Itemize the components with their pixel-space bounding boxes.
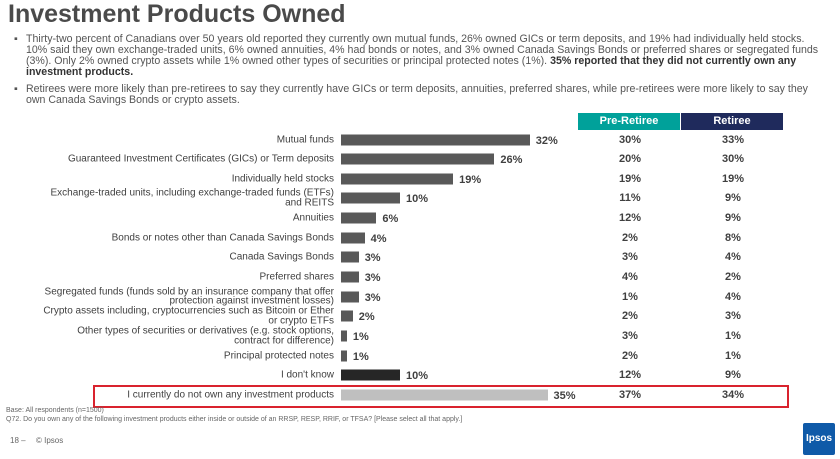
category-label: Annuities xyxy=(292,212,334,224)
logo: Ipsos xyxy=(803,423,835,455)
value-label: 4% xyxy=(370,232,387,245)
table-cell: 1% xyxy=(725,330,741,342)
bar xyxy=(341,192,400,204)
table-cell: 2% xyxy=(725,271,741,284)
highlight-box xyxy=(93,385,789,408)
value-label: 3% xyxy=(364,272,381,285)
table-header: Pre-Retiree xyxy=(578,113,680,130)
table-cell: 2% xyxy=(622,310,638,323)
value-label: 32% xyxy=(535,134,558,147)
table-cell: 30% xyxy=(618,133,642,146)
table-cell: 3% xyxy=(622,251,638,264)
table-cell: 1% xyxy=(725,349,741,362)
slide-title: Investment Products Owned xyxy=(8,0,346,28)
category-label: Bonds or notes other than Canada Savings… xyxy=(111,232,334,243)
table-cell: 9% xyxy=(725,212,741,225)
page-number: 18 – xyxy=(10,436,26,445)
bullet: Thirty-two percent of Canadians over 50 … xyxy=(14,34,824,78)
table-cell: 8% xyxy=(725,231,741,244)
table-cell: 3% xyxy=(725,310,741,323)
table-cell: 12% xyxy=(618,212,642,225)
base-note: Base: All respondents (n=1500) xyxy=(6,407,104,414)
table-cell: 4% xyxy=(622,271,638,284)
value-label: 3% xyxy=(364,252,381,265)
value-label: 35% xyxy=(553,390,576,403)
bullet-text: Thirty-two percent of Canadians over 50 … xyxy=(26,33,819,67)
bar xyxy=(341,310,353,322)
category-label: Segregated funds (funds sold by an insur… xyxy=(44,286,334,307)
table-cell: 9% xyxy=(725,192,741,205)
category-label: Canada Savings Bonds xyxy=(229,251,334,263)
table-cell: 37% xyxy=(618,389,642,402)
table-cell: 34% xyxy=(721,389,745,402)
value-label: 19% xyxy=(459,173,482,186)
bar xyxy=(341,232,365,244)
table-cell: 33% xyxy=(721,133,745,146)
bar xyxy=(341,291,359,303)
bullet-list: Thirty-two percent of Canadians over 50 … xyxy=(14,34,824,112)
value-label: 2% xyxy=(358,311,375,324)
category-label: I don't know xyxy=(280,369,334,381)
table-cell: 30% xyxy=(721,153,745,166)
value-label: 26% xyxy=(500,154,523,167)
category-label: Principal protected notes xyxy=(223,349,334,361)
bar xyxy=(341,350,347,362)
bar xyxy=(341,271,359,283)
table-cell: 19% xyxy=(721,172,745,185)
value-label: 1% xyxy=(352,331,369,343)
bar xyxy=(341,212,377,224)
table-cell: 4% xyxy=(725,251,741,264)
bullet-bold-text: 35% reported that they did not currently… xyxy=(26,55,797,78)
bar xyxy=(341,389,548,401)
table-header: Retiree xyxy=(681,113,783,130)
value-label: 6% xyxy=(382,213,399,226)
category-label: Crypto assets including, cryptocurrencie… xyxy=(43,305,334,327)
bar xyxy=(341,153,495,165)
category-label: Individually held stocks xyxy=(231,173,334,185)
question-note: Q72. Do you own any of the following inv… xyxy=(6,416,463,423)
category-label: Exchange-traded units, including exchang… xyxy=(50,187,335,209)
value-label: 3% xyxy=(364,291,381,304)
bar xyxy=(341,330,347,342)
bar xyxy=(341,369,400,381)
table-cell: 2% xyxy=(622,349,638,362)
bullet: Retirees were more likely than pre-retir… xyxy=(14,84,824,106)
table-cell: 11% xyxy=(619,192,641,205)
table-cell: 3% xyxy=(622,330,638,342)
category-label: I currently do not own any investment pr… xyxy=(127,389,334,401)
bar xyxy=(341,251,359,263)
bar xyxy=(341,173,454,185)
copyright: © Ipsos xyxy=(36,436,64,445)
value-label: 10% xyxy=(406,193,429,206)
table-cell: 4% xyxy=(725,290,741,303)
value-label: 1% xyxy=(352,350,369,363)
table-cell: 1% xyxy=(622,290,638,303)
category-label: Mutual funds xyxy=(276,133,334,145)
table-cell: 19% xyxy=(618,172,642,185)
bullet-text: Retirees were more likely than pre-retir… xyxy=(26,83,808,106)
value-label: 10% xyxy=(406,370,429,383)
table-cell: 2% xyxy=(622,231,638,244)
bar xyxy=(341,134,530,145)
table-cell: 9% xyxy=(725,369,741,382)
table-cell: 20% xyxy=(618,153,642,166)
table-cell: 12% xyxy=(618,369,642,382)
category-label: Guaranteed Investment Certificates (GICs… xyxy=(67,153,334,165)
category-label: Preferred shares xyxy=(259,271,334,283)
category-label: Other types of securities or derivatives… xyxy=(77,325,334,346)
